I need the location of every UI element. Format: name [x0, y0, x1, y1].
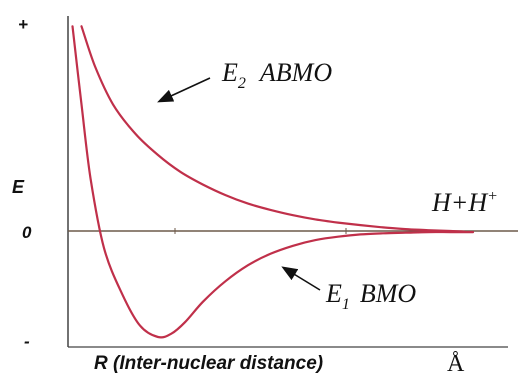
series-label-e1-text: BMO: [360, 279, 417, 308]
y-axis-label: E: [12, 177, 25, 197]
arrow-e2-abmo: [157, 77, 211, 103]
series-label-e1-bmo: E1 BMO: [325, 279, 416, 313]
y-tick-plus: +: [18, 15, 28, 34]
asymptote-label-sup: +: [487, 188, 498, 205]
x-axis-unit: Å: [447, 351, 465, 377]
y-tick-minus: -: [24, 332, 30, 351]
y-tick-zero: 0: [22, 223, 32, 242]
x-axis-label: R (Inter-nuclear distance): [94, 353, 323, 374]
series-label-e2-subscript: 2: [238, 75, 246, 92]
series-line-e2-abmo: [80, 25, 466, 233]
series-label-e2-text: ABMO: [258, 58, 332, 87]
arrow-e1-bmo: [281, 266, 321, 291]
series-label-e1-symbol: E: [325, 279, 342, 308]
asymptote-label-main: H+H: [431, 188, 488, 217]
asymptote-label: H+H+: [431, 188, 498, 217]
series-label-e2-abmo: E2 ABMO: [221, 58, 332, 92]
series-line-e1-bmo: [71, 25, 475, 339]
series-label-e2-symbol: E: [221, 58, 238, 87]
series-label-e1-subscript: 1: [342, 296, 350, 313]
